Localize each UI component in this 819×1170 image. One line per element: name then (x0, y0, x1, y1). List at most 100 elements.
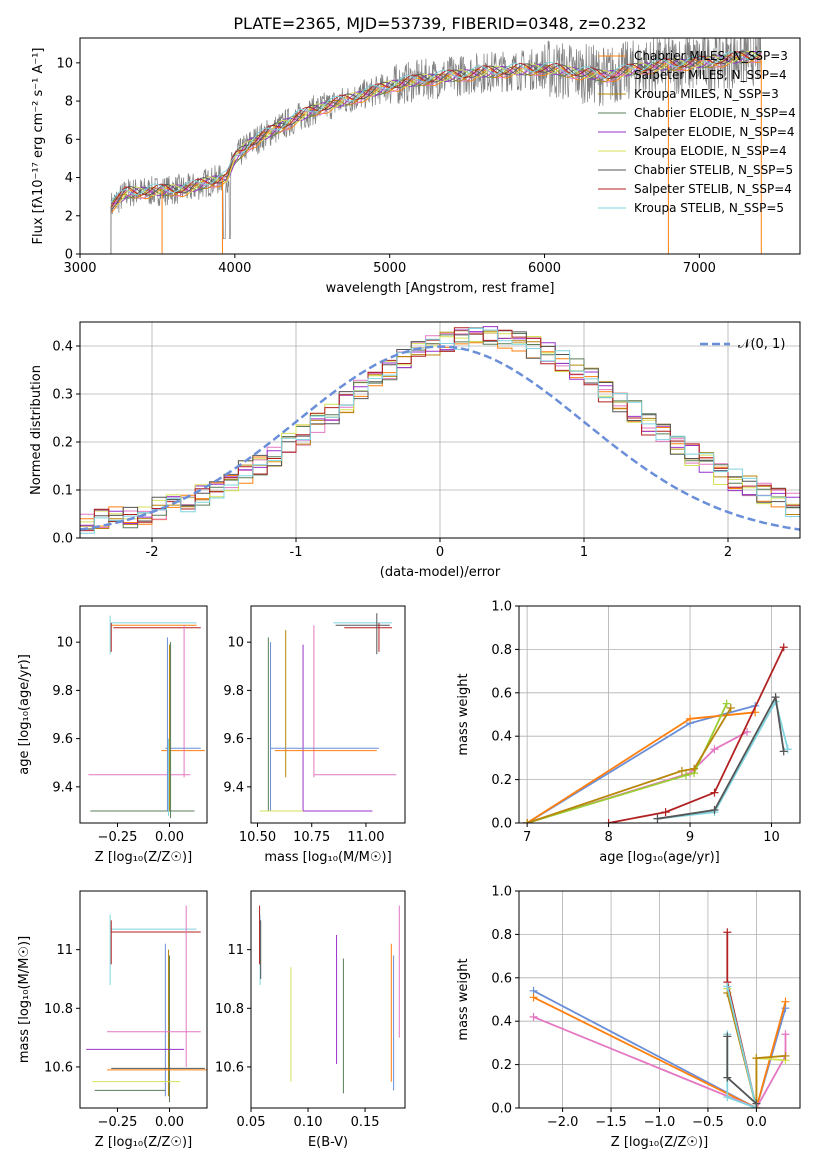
weight-marker (710, 805, 719, 814)
model-spectrum-s_stelib (110, 51, 762, 209)
weight-marker (781, 997, 790, 1006)
x-tick-label: 0.15 (351, 1115, 380, 1130)
x-tick-label: −2.0 (547, 1115, 579, 1130)
x-axis-label: (data-model)/error (380, 565, 501, 580)
weight-marker (752, 1054, 761, 1063)
x-tick-label: −0.25 (98, 830, 138, 845)
axes-frame (518, 605, 801, 824)
plot-area-weight_vs_Z (519, 891, 800, 1108)
x-tick-label: 0.05 (237, 1115, 266, 1130)
y-tick-label: 9.6 (223, 732, 244, 747)
legend-label: Chabrier ELODIE, N_SSP=4 (634, 106, 796, 120)
plot-area-spectrum (110, 38, 762, 254)
y-axis-label: mass weight (456, 673, 471, 755)
y-axis-label: Normed distribution (29, 365, 44, 495)
weight-marker (779, 747, 788, 756)
x-tick-label: 11.00 (347, 830, 384, 845)
y-tick-label: 0.8 (491, 643, 512, 658)
x-tick-label: 10.75 (293, 830, 330, 845)
axes-frame (79, 890, 208, 1109)
plot-area-mass_vs_ebv (259, 905, 400, 1094)
weight-marker (653, 814, 662, 823)
weight-marker (723, 1032, 732, 1041)
y-tick-label: 0.8 (491, 928, 512, 943)
x-tick-label: −0.25 (98, 1115, 138, 1130)
gaussian-curve (80, 345, 800, 531)
weight-marker (677, 766, 686, 775)
weight-line (526, 707, 732, 823)
y-tick-label: 9.6 (52, 732, 73, 747)
weight-marker (771, 693, 780, 702)
y-axis-label: age [log₁₀(age/yr)] (17, 654, 32, 775)
weight-marker (686, 714, 695, 723)
y-tick-label: 0.4 (491, 1015, 512, 1030)
weight-marker (722, 699, 731, 708)
y-tick-label: 8 (65, 95, 73, 110)
y-tick-label: 10.6 (44, 1060, 73, 1075)
chart-age_vs_mass: 10.50 10.75 11.00 9.4 9.6 9.8 10 mass [log₁₀(M/… (223, 605, 406, 865)
legend-label: Kroupa ELODIE, N_SSP=4 (634, 144, 787, 158)
y-tick-label: 9.8 (52, 684, 73, 699)
y-tick-label: 0.1 (52, 484, 73, 499)
y-tick-label: 0 (65, 248, 73, 263)
weight-marker (523, 819, 532, 823)
y-tick-label: 0.0 (491, 1102, 512, 1117)
x-axis-label: mass [log₁₀(M/M☉)] (264, 850, 391, 865)
x-axis-label: Z [log₁₀(Z/Z☉)] (611, 1135, 708, 1150)
x-tick-label: −1.0 (644, 1115, 676, 1130)
chart-weight_vs_Z: −2.0 −1.5 −1.0 −0.5 0.0 0.0 0.2 0.4 0.6 0.8 1.0 Z [… (456, 885, 801, 1150)
y-tick-label: 10.8 (44, 1002, 73, 1017)
chart-mass_vs_ebv: 0.05 0.10 0.15 10.6 10.8 11 E(B-V) (215, 890, 406, 1150)
x-tick-label: −1.5 (595, 1115, 627, 1130)
weight-marker (723, 1093, 732, 1102)
plots-group: Chabrier MILES, N_SSP=3 Salpeter MILES, N… (17, 37, 801, 1150)
y-tick-label: 10 (56, 636, 73, 651)
weight-marker (710, 745, 719, 754)
x-tick-label: 9 (686, 830, 694, 845)
x-tick-label: 0.00 (155, 830, 184, 845)
y-tick-label: 0.4 (52, 340, 73, 355)
axes-frame (79, 605, 208, 824)
y-tick-label: 0.4 (491, 730, 512, 745)
plot-area-age_vs_Z (88, 615, 205, 819)
y-tick-label: 10 (227, 636, 244, 651)
y-tick-label: 0.0 (52, 532, 73, 547)
x-tick-label: 3000 (63, 261, 96, 276)
x-tick-label: 0.0 (746, 1115, 767, 1130)
y-axis-label: mass [log₁₀(M/M☉)] (17, 936, 32, 1063)
y-tick-label: 9.8 (223, 684, 244, 699)
x-axis-label: age [log₁₀(age/yr)] (599, 850, 720, 865)
y-tick-label: 11 (227, 943, 244, 958)
x-axis-label: E(B-V) (308, 1135, 348, 1150)
legend-label: Salpeter ELODIE, N_SSP=4 (634, 125, 795, 139)
y-tick-label: 6 (65, 133, 73, 148)
weight-marker (723, 928, 732, 937)
y-tick-label: 2 (65, 209, 73, 224)
weight-marker (783, 745, 792, 754)
model-spectrum-c_miles (110, 54, 762, 214)
weight-marker (710, 788, 719, 797)
x-tick-label: 6000 (528, 261, 561, 276)
y-tick-label: 10 (56, 56, 73, 71)
x-tick-label: 0.00 (155, 1115, 184, 1130)
model-spectrum-c_stelib (110, 51, 762, 211)
plot-area-mass_vs_Z (86, 905, 207, 1103)
y-tick-label: 0.2 (52, 436, 73, 451)
chart-spectrum: Chabrier MILES, N_SSP=3 Salpeter MILES, N… (31, 37, 801, 296)
y-tick-label: 4 (65, 171, 73, 186)
weight-line (657, 699, 789, 820)
weight-marker (723, 982, 732, 991)
plot-area-residuals (80, 322, 800, 538)
figure-title: PLATE=2365, MJD=53739, FIBERID=0348, z=0… (233, 14, 646, 33)
axes-frame (250, 605, 406, 824)
weight-line (533, 996, 787, 1108)
y-tick-label: 10.8 (215, 1002, 244, 1017)
legend-label: Kroupa MILES, N_SSP=3 (634, 87, 779, 101)
x-tick-label: 7000 (683, 261, 716, 276)
weight-marker (690, 764, 699, 773)
legend-label: 𝒩(0, 1) (738, 337, 785, 352)
weight-line (526, 711, 756, 823)
histogram-k_stelib (80, 328, 800, 538)
axes-frame (250, 890, 406, 1109)
